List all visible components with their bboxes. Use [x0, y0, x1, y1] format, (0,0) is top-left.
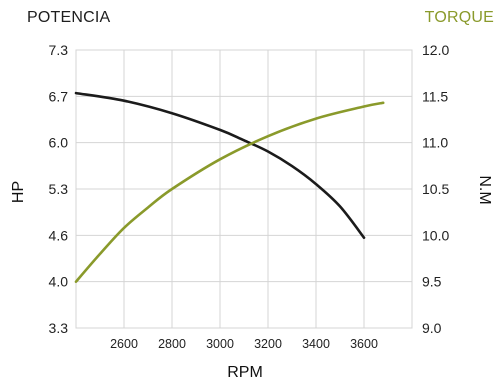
power-header: POTENCIA: [27, 9, 111, 26]
x-tick-label: 3000: [206, 337, 234, 351]
x-axis-ticks: 2600 2800 3000 3200 3400 3600: [110, 337, 378, 351]
left-tick-label: 7.3: [49, 42, 69, 58]
plot-frame: [75, 49, 413, 329]
right-tick-label: 10.0: [422, 227, 449, 243]
right-tick-label: 10.5: [422, 181, 449, 197]
left-tick-label: 6.0: [49, 135, 69, 151]
power-line: [74, 91, 366, 239]
right-tick-label: 12.0: [422, 42, 449, 58]
right-tick-label: 11.5: [422, 88, 448, 104]
x-tick-label: 3200: [254, 337, 282, 351]
right-tick-label: 11.0: [422, 135, 448, 151]
x-axis-label: RPM: [227, 364, 263, 381]
right-tick-label: 9.0: [422, 320, 442, 336]
torque-header: TORQUE: [424, 9, 494, 26]
grid: [75, 49, 413, 329]
right-tick-label: 9.5: [422, 274, 442, 290]
series-layer: [74, 91, 385, 283]
left-tick-label: 3.3: [49, 320, 69, 336]
x-tick-label: 3400: [302, 337, 330, 351]
left-axis-label: HP: [10, 181, 27, 203]
x-tick-label: 3600: [350, 337, 378, 351]
left-tick-label: 4.0: [49, 274, 69, 290]
x-tick-label: 2600: [110, 337, 138, 351]
torque-line: [74, 101, 385, 283]
left-tick-label: 4.6: [49, 227, 69, 243]
left-tick-label: 6.7: [49, 88, 69, 104]
right-axis-label: N.M: [476, 175, 493, 204]
left-axis-ticks: 7.3 6.7 6.0 5.3 4.6 4.0 3.3: [49, 42, 69, 336]
right-axis-ticks: 12.0 11.5 11.0 10.5 10.0 9.5 9.0: [422, 42, 449, 336]
x-tick-label: 2800: [158, 337, 186, 351]
left-tick-label: 5.3: [49, 181, 69, 197]
